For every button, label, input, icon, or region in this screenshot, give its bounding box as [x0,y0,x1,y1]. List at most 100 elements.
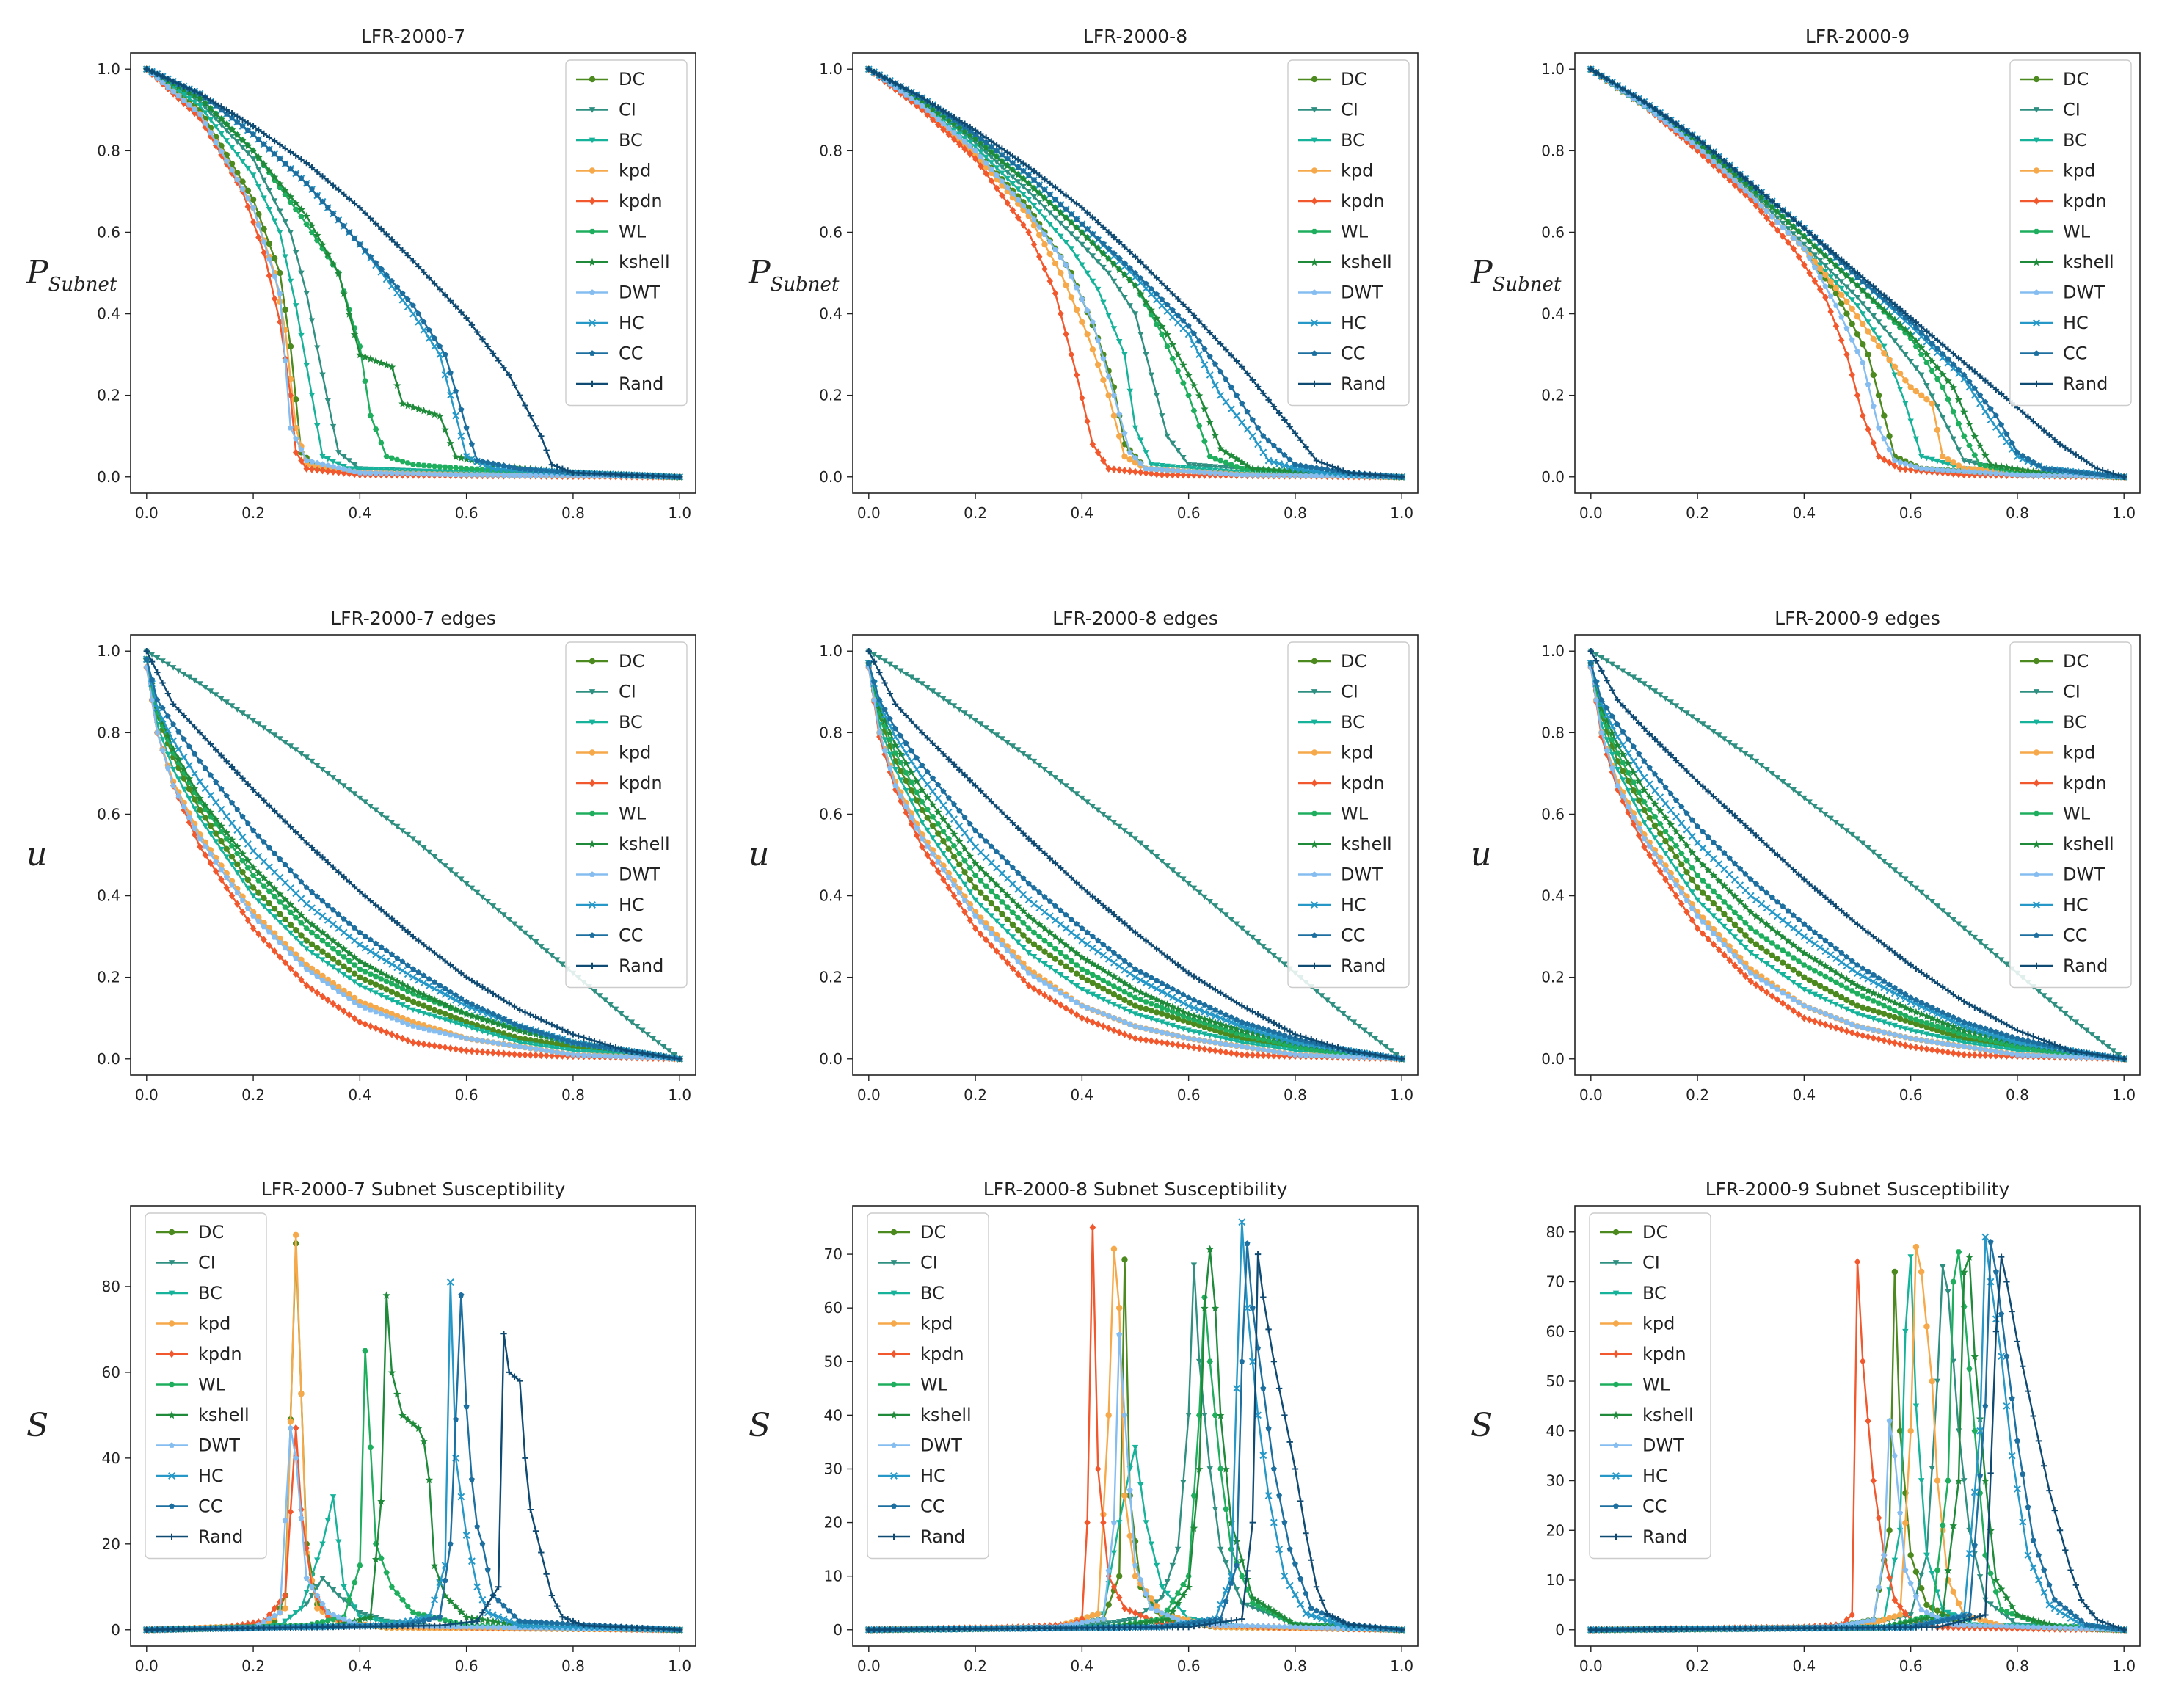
data-point-CC [223,111,230,117]
data-point-CC [463,998,470,1005]
data-point-HC [436,351,444,359]
data-point-HC [361,944,369,952]
data-point-DWT [208,851,214,857]
data-point-CI [308,758,316,765]
y-tick-label: 0.8 [819,142,842,159]
data-point-CC [1212,361,1218,367]
x-tick-label: 0.4 [1792,504,1816,522]
data-point-Rand [442,291,448,299]
data-point-Rand [1355,470,1363,477]
data-point-kshell [500,1022,508,1030]
data-point-kpdn [1785,239,1791,247]
data-point-HC [398,967,407,975]
data-point-kpdn [1073,371,1080,379]
data-point-Rand [1046,180,1053,186]
data-point-Rand [612,471,619,478]
data-point-Rand [244,781,252,787]
data-point-DWT [575,1052,582,1058]
data-point-CC [426,975,432,982]
data-point-Rand [1726,162,1733,169]
data-point-CC [2078,469,2085,476]
data-point-kshell [1051,203,1060,212]
data-point-Rand [597,470,603,477]
data-point-DWT [213,139,219,145]
data-point-HC [302,900,310,908]
data-point-BC [388,997,396,1003]
data-point-Rand [1153,274,1160,281]
data-point-DC [362,976,368,983]
data-point-Rand [1886,296,1893,303]
x-tick-label: 0.2 [241,504,265,522]
data-point-HC [446,391,454,399]
data-point-Rand [940,107,947,114]
data-point-Rand [2115,472,2122,478]
data-point-Rand [1313,457,1320,464]
data-point-kshell [1843,272,1851,280]
data-point-BC [1014,186,1022,192]
data-point-WL [1982,463,1989,469]
data-point-kpd [1046,250,1053,258]
data-point-DWT [1950,467,1956,473]
data-point-CI [623,1015,630,1022]
data-point-kpdn [287,964,294,972]
data-point-BC [362,985,368,991]
data-point-kshell [1201,404,1209,412]
y-tick-label: 0.4 [819,887,842,905]
data-point-DWT [1234,471,1240,477]
data-point-CC [1314,465,1320,470]
data-point-CC [1074,216,1080,222]
data-point-Rand [447,297,454,304]
data-point-DWT [1854,348,1860,354]
data-point-CC [495,461,502,467]
legend-label: DWT [2063,283,2105,303]
data-point-DC [919,807,925,814]
data-point-BC [468,1025,476,1031]
data-point-CC [218,785,225,792]
data-point-DC [1046,952,1053,958]
data-point-kshell [1704,148,1712,156]
data-point-BC [357,466,363,473]
data-point-Rand [1614,82,1621,89]
data-point-kpdn [1811,277,1819,285]
legend-item-DWT: DWT [2020,283,2105,303]
data-point-kshell [239,136,247,145]
data-point-kpdn [207,859,214,867]
legend-label: CC [2063,343,2088,364]
data-point-CI [330,775,337,781]
data-point-CC [394,955,401,961]
data-point-Rand [207,740,214,748]
data-point-CI [357,795,363,801]
data-point-BC [357,983,363,989]
data-point-DC [1169,1013,1176,1021]
data-point-kpd [1110,412,1118,419]
data-point-CC [468,1001,475,1007]
data-point-CC [442,986,448,991]
data-point-BC [372,990,379,996]
data-point-CI [239,710,246,716]
data-point-DWT [1196,469,1203,475]
data-point-DWT [388,1015,395,1021]
data-point-CC [500,462,507,468]
data-point-BC [575,1048,582,1055]
data-point-Rand [186,85,193,92]
data-point-kshell [1062,214,1070,222]
data-point-DWT [1138,460,1144,466]
data-point-DC [244,876,252,884]
data-point-Rand [517,392,523,398]
data-point-kshell [222,120,230,128]
legend-swatch-marker [1311,380,1318,387]
data-point-CC [1121,260,1128,266]
data-point-CC [484,459,491,465]
data-point-HC [425,334,433,342]
data-point-DWT [1945,467,1951,473]
data-point-kpd [362,1000,368,1007]
data-point-CC [164,713,171,719]
data-point-Rand [892,80,899,87]
data-point-DWT [341,466,347,472]
data-point-HC [180,753,188,761]
data-point-DC [1881,412,1888,419]
data-point-DWT [1684,135,1690,142]
data-point-kshell [1253,465,1262,473]
chart-panel-p8: LFR-2000-80.0 0.2 0.4 0.6 0.8 1.00.00.20.40.6… [748,26,1419,522]
data-point-CC [453,387,459,394]
